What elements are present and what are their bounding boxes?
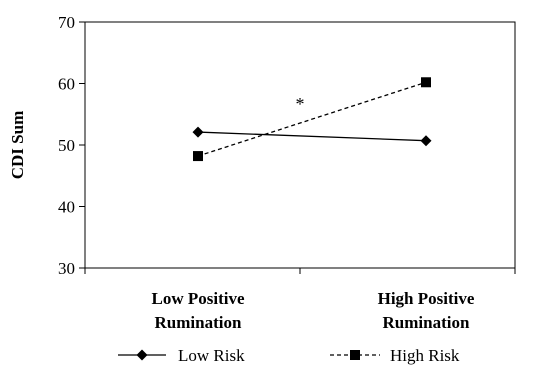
y-ticks: 30 40 50 60 70 bbox=[58, 13, 85, 278]
category-label: Rumination bbox=[155, 313, 242, 332]
category-label: Rumination bbox=[383, 313, 470, 332]
legend-item-high-risk: High Risk bbox=[330, 346, 460, 365]
data-point bbox=[192, 126, 204, 138]
category-label: Low Positive bbox=[151, 289, 244, 308]
series-line bbox=[197, 81, 427, 157]
y-tick-label: 70 bbox=[58, 13, 75, 32]
legend: Low Risk High Risk bbox=[118, 346, 460, 365]
y-axis-label: CDI Sum bbox=[8, 111, 27, 180]
series-high-risk bbox=[193, 77, 431, 162]
axes bbox=[84, 21, 516, 274]
legend-label: Low Risk bbox=[178, 346, 245, 365]
category-label: High Positive bbox=[378, 289, 475, 308]
square-icon bbox=[350, 350, 360, 360]
plot-frame bbox=[84, 21, 516, 269]
y-tick-label: 50 bbox=[58, 136, 75, 155]
series-low-risk bbox=[192, 126, 432, 147]
y-tick-label: 30 bbox=[58, 259, 75, 278]
series-layer bbox=[192, 77, 432, 162]
diamond-icon bbox=[136, 349, 148, 361]
legend-label: High Risk bbox=[390, 346, 460, 365]
y-tick-label: 60 bbox=[58, 75, 75, 94]
series-line bbox=[197, 131, 427, 142]
legend-item-low-risk: Low Risk bbox=[118, 346, 245, 365]
y-tick-label: 40 bbox=[58, 198, 75, 217]
data-point bbox=[193, 151, 203, 162]
data-point bbox=[421, 77, 431, 88]
data-point bbox=[420, 135, 432, 147]
significance-annotation: * bbox=[296, 94, 305, 114]
category-labels: Low Positive Rumination High Positive Rumin… bbox=[151, 289, 474, 332]
